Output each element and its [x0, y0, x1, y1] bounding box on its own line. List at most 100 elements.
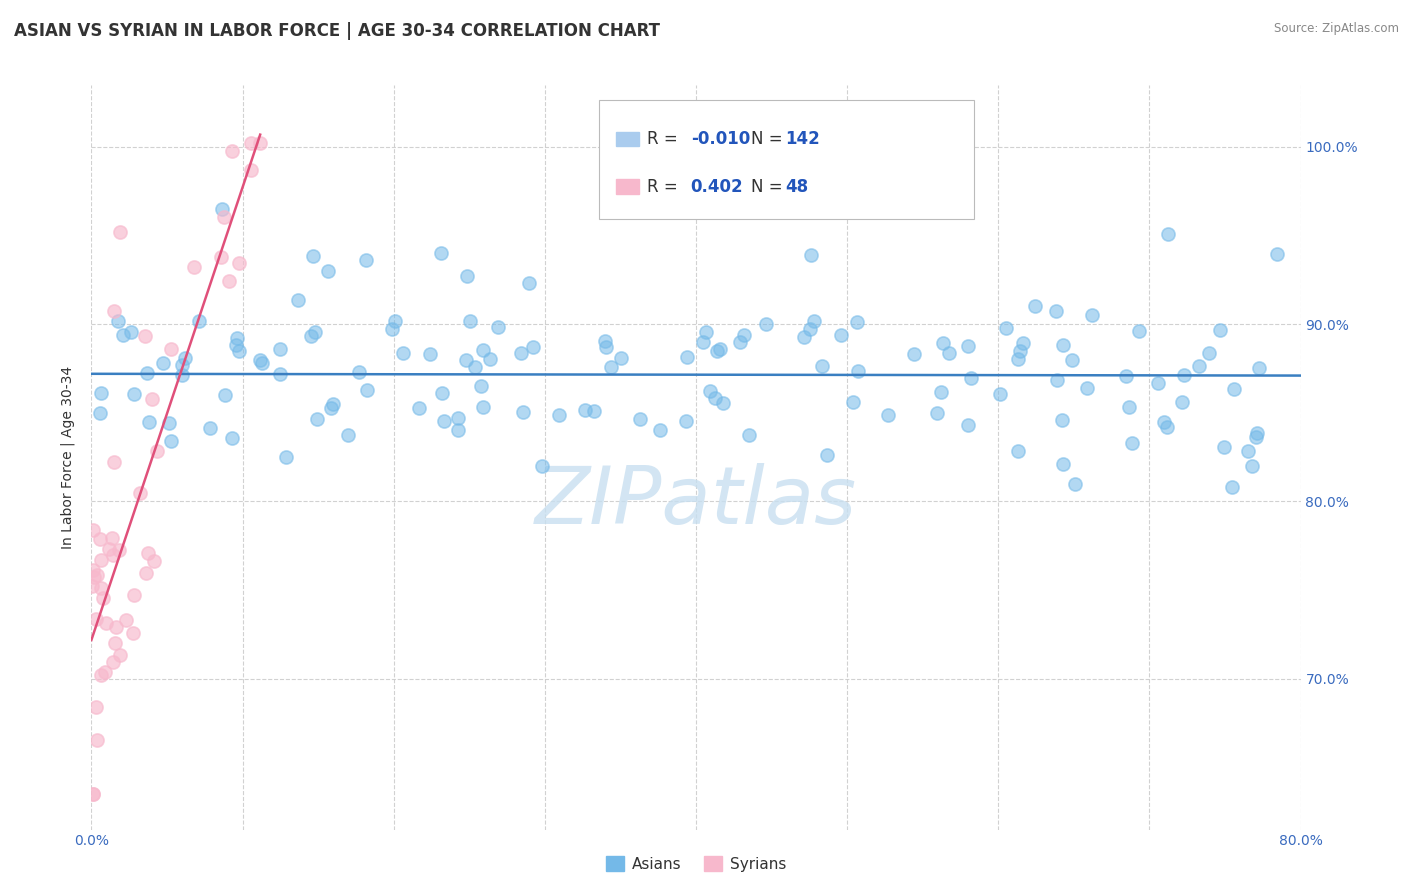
- Point: [84, 612, 107, 626]
- Point: [738, 428, 761, 442]
- Point: [1060, 352, 1083, 367]
- Text: 142: 142: [785, 130, 820, 148]
- Point: [830, 328, 852, 343]
- Point: [90, 553, 112, 567]
- Point: [1050, 413, 1073, 427]
- Point: [302, 249, 325, 263]
- Point: [82, 579, 104, 593]
- Point: [108, 543, 131, 558]
- Point: [929, 384, 952, 399]
- Point: [356, 252, 378, 267]
- Point: [842, 394, 865, 409]
- Point: [86, 733, 108, 747]
- Point: [1240, 458, 1263, 473]
- Point: [105, 620, 128, 634]
- Point: [250, 356, 273, 370]
- Point: [146, 443, 169, 458]
- Point: [134, 329, 156, 343]
- Point: [218, 274, 240, 288]
- Point: [811, 359, 834, 374]
- Point: [157, 416, 180, 430]
- Text: 0.402: 0.402: [690, 178, 744, 195]
- Point: [90, 385, 112, 400]
- Point: [699, 384, 721, 398]
- Point: [188, 314, 211, 328]
- Point: [706, 344, 728, 359]
- Point: [82, 787, 104, 801]
- Point: [128, 486, 150, 500]
- Point: [136, 366, 159, 380]
- Point: [1052, 457, 1074, 471]
- Point: [316, 264, 339, 278]
- Point: [1046, 373, 1069, 387]
- Point: [429, 246, 451, 260]
- Point: [800, 248, 823, 262]
- Point: [1171, 395, 1194, 409]
- Y-axis label: In Labor Force | Age 30-34: In Labor Force | Age 30-34: [60, 366, 76, 549]
- Point: [103, 549, 125, 563]
- Point: [152, 356, 174, 370]
- Point: [695, 326, 717, 340]
- Point: [104, 635, 127, 649]
- Point: [225, 338, 247, 352]
- Point: [755, 317, 778, 331]
- Point: [122, 387, 145, 401]
- Point: [419, 347, 441, 361]
- Point: [1052, 337, 1074, 351]
- Point: [517, 276, 540, 290]
- Point: [994, 321, 1017, 335]
- Point: [628, 411, 651, 425]
- Point: [103, 455, 125, 469]
- Point: [815, 448, 838, 462]
- Point: [432, 414, 454, 428]
- Point: [356, 384, 378, 398]
- Point: [1220, 480, 1243, 494]
- Point: [464, 359, 486, 374]
- Point: [1128, 324, 1150, 338]
- Point: [676, 350, 699, 364]
- Point: [221, 431, 243, 445]
- Point: [239, 163, 262, 178]
- Point: [960, 371, 983, 385]
- Point: [692, 335, 714, 350]
- Point: [392, 345, 415, 359]
- Point: [138, 546, 160, 560]
- Point: [1121, 436, 1143, 450]
- Point: [600, 360, 623, 375]
- Point: [142, 554, 165, 568]
- Point: [107, 314, 129, 328]
- Point: [1246, 426, 1268, 441]
- Point: [1007, 351, 1029, 366]
- Text: Source: ZipAtlas.com: Source: ZipAtlas.com: [1274, 22, 1399, 36]
- Point: [1024, 299, 1046, 313]
- Point: [1081, 308, 1104, 322]
- Point: [86, 567, 108, 582]
- Point: [1237, 443, 1260, 458]
- Point: [1157, 227, 1180, 241]
- Point: [709, 343, 731, 357]
- Point: [89, 406, 111, 420]
- Point: [211, 202, 233, 216]
- Point: [648, 423, 671, 437]
- Point: [846, 364, 869, 378]
- Point: [90, 581, 112, 595]
- Point: [1045, 304, 1067, 318]
- Point: [209, 250, 232, 264]
- Point: [160, 434, 183, 449]
- Point: [83, 570, 105, 584]
- Point: [793, 329, 815, 343]
- Point: [408, 401, 430, 415]
- Point: [214, 388, 236, 402]
- Point: [381, 322, 404, 336]
- Point: [225, 331, 247, 345]
- Point: [269, 367, 291, 381]
- Point: [711, 396, 734, 410]
- Point: [336, 428, 359, 442]
- Point: [479, 351, 502, 366]
- Point: [322, 397, 344, 411]
- Point: [1209, 323, 1232, 337]
- Point: [548, 408, 571, 422]
- Point: [138, 415, 160, 429]
- Point: [486, 319, 509, 334]
- Point: [82, 787, 104, 801]
